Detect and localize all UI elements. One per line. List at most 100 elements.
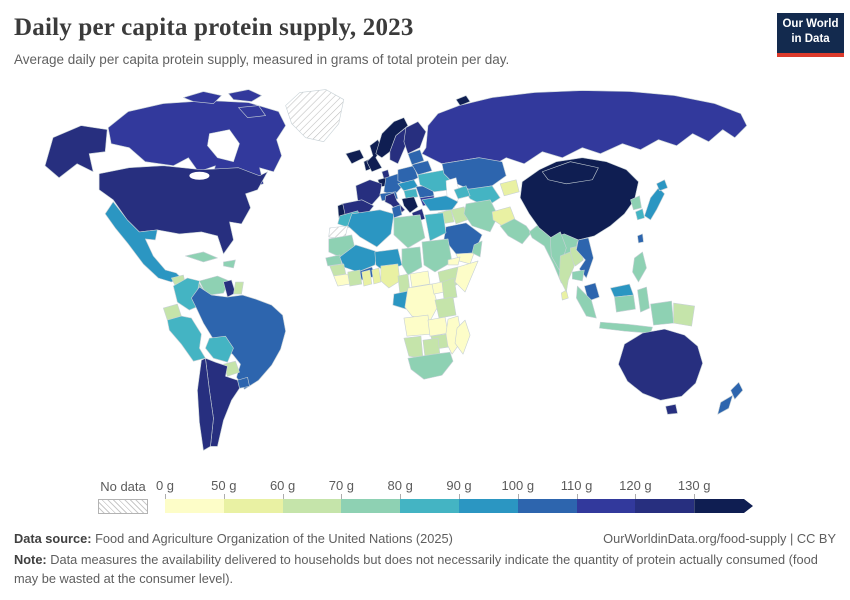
country-central-african-republic[interactable] — [409, 270, 431, 288]
country-belarus[interactable] — [411, 160, 433, 176]
country-angola[interactable] — [403, 314, 431, 337]
country-egypt[interactable] — [424, 212, 447, 242]
country-finland[interactable] — [403, 121, 427, 154]
country-kyrgyzstan-tajikistan[interactable] — [499, 179, 520, 197]
country-eritrea[interactable] — [447, 256, 461, 266]
country-thailand[interactable] — [558, 251, 575, 293]
country-iceland[interactable] — [345, 149, 365, 165]
country-australia[interactable] — [618, 328, 703, 401]
country-suriname[interactable] — [233, 281, 244, 295]
country-south-africa[interactable] — [407, 351, 454, 380]
note-label: Note: — [14, 552, 47, 567]
country-borneo-indonesia[interactable] — [614, 294, 636, 313]
country-indonesia-sumatra[interactable] — [576, 285, 597, 319]
country-hungary[interactable] — [403, 188, 419, 200]
country-togo-benin[interactable] — [371, 267, 382, 285]
country-kenya[interactable] — [441, 277, 458, 301]
country-peru[interactable] — [167, 315, 206, 362]
country-tanzania[interactable] — [434, 296, 457, 319]
country-mexico[interactable] — [104, 201, 182, 283]
country-alaska[interactable] — [44, 125, 108, 179]
country-chile[interactable] — [197, 357, 214, 451]
legend-bin-0-50[interactable] — [165, 499, 224, 513]
country-namibia[interactable] — [403, 335, 424, 359]
country-oman[interactable] — [471, 240, 483, 258]
country-baltics[interactable] — [407, 149, 425, 166]
legend-bin-90-100[interactable] — [459, 499, 518, 513]
legend-bin-110-120[interactable] — [576, 499, 636, 513]
country-canada-arctic-3[interactable] — [238, 105, 266, 118]
legend-tick-label: 130 g — [677, 478, 711, 493]
country-new-zealand-south[interactable] — [717, 394, 734, 415]
country-ghana[interactable] — [361, 269, 373, 287]
country-hispaniola[interactable] — [223, 259, 236, 269]
country-canada-arctic-1[interactable] — [183, 91, 222, 104]
country-cambodia[interactable] — [572, 269, 585, 282]
country-iran[interactable] — [463, 199, 499, 233]
country-sri-lanka[interactable] — [561, 289, 569, 301]
country-sierra-leone-liberia[interactable] — [333, 273, 351, 287]
country-cuba[interactable] — [185, 251, 218, 263]
country-algeria[interactable] — [347, 209, 395, 248]
owid-logo[interactable]: Our World in Data — [777, 13, 844, 57]
country-venezuela[interactable] — [199, 275, 230, 296]
country-usa[interactable] — [98, 165, 268, 255]
map-legend: No data 0 g 50 g 60 g 70 g 80 g 90 g 100 g 110 … — [90, 477, 790, 519]
legend-bin-50-60[interactable] — [223, 499, 283, 513]
owid-license-link[interactable]: OurWorldinData.org/food-supply | CC BY — [603, 531, 836, 546]
country-guinea[interactable] — [329, 263, 347, 277]
country-sudan[interactable] — [421, 238, 453, 273]
legend-bin-130+[interactable] — [694, 499, 753, 513]
country-balkans[interactable] — [401, 196, 419, 214]
country-greenland[interactable] — [285, 89, 345, 142]
country-guyana[interactable] — [223, 279, 236, 298]
country-south-korea[interactable] — [635, 208, 645, 221]
country-nigeria[interactable] — [380, 263, 401, 289]
country-taiwan[interactable] — [637, 233, 644, 244]
legend-tick-mark — [400, 494, 402, 499]
owid-logo-line2: in Data — [791, 32, 830, 45]
country-new-zealand-north[interactable] — [730, 381, 744, 400]
country-ivory-coast[interactable] — [347, 269, 363, 287]
country-zambia[interactable] — [427, 316, 449, 337]
legend-tick-label: 100 g — [501, 478, 535, 493]
legend-bin-70-80[interactable] — [341, 499, 401, 513]
country-canada-arctic-2[interactable] — [228, 89, 262, 102]
country-papua-new-guinea[interactable] — [673, 302, 695, 327]
legend-bin-120-130[interactable] — [635, 499, 695, 513]
country-indonesia-west-papua[interactable] — [650, 300, 674, 326]
country-russia[interactable] — [421, 90, 748, 167]
country-caucasus[interactable] — [453, 185, 471, 200]
country-turkey[interactable] — [421, 195, 459, 212]
country-indonesia-sulawesi[interactable] — [637, 286, 650, 313]
legend-bin-60-70[interactable] — [282, 499, 342, 513]
country-bolivia[interactable] — [205, 335, 234, 363]
country-japan-hokkaido[interactable] — [656, 179, 668, 192]
legend-bin-80-90[interactable] — [400, 499, 459, 513]
no-data-swatch[interactable] — [98, 499, 148, 514]
owid-logo-line1: Our World — [782, 18, 839, 30]
country-brazil[interactable] — [191, 286, 286, 390]
legend-tick-label: 60 g — [269, 478, 296, 493]
country-libya[interactable] — [393, 214, 426, 249]
legend-tick-mark — [341, 494, 343, 499]
country-philippines[interactable] — [632, 251, 647, 283]
country-north-korea[interactable] — [630, 195, 642, 211]
country-gabon-congo[interactable] — [392, 290, 409, 310]
country-indonesia-java[interactable] — [599, 321, 653, 334]
country-mongolia[interactable] — [541, 161, 599, 185]
country-madagascar[interactable] — [454, 319, 471, 355]
country-norway[interactable] — [375, 117, 409, 159]
footer: Data source: Food and Agriculture Organi… — [14, 531, 836, 546]
country-germany[interactable] — [383, 173, 403, 197]
country-tunisia[interactable] — [391, 204, 403, 219]
country-svalbard[interactable] — [455, 95, 471, 106]
no-data-label: No data — [100, 479, 146, 494]
country-borneo-malaysia[interactable] — [610, 283, 634, 298]
country-somalia[interactable] — [454, 260, 479, 293]
legend-tick-label: 120 g — [619, 478, 652, 493]
country-chad[interactable] — [401, 246, 423, 276]
country-japan[interactable] — [644, 187, 665, 221]
legend-bin-100-110[interactable] — [517, 499, 577, 513]
country-tasmania[interactable] — [665, 404, 678, 415]
